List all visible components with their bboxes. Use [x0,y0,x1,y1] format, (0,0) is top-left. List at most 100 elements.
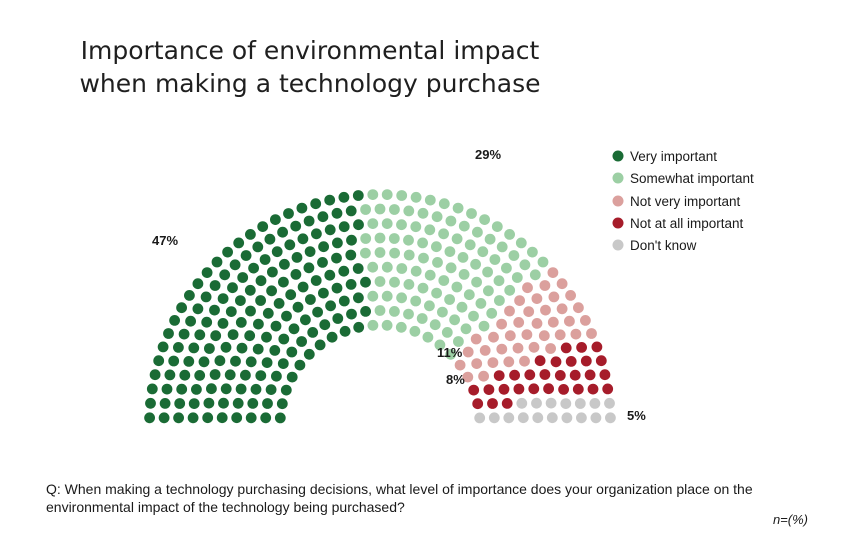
dot-somewhat-important [445,348,457,360]
dot-don-t-know [590,412,602,424]
dot-somewhat-important [438,228,449,240]
dot-very-important [192,278,204,290]
legend-item-very-important: Very important [612,149,717,164]
dot-not-very-important [545,343,556,354]
dot-not-at-all-important [550,356,562,368]
dot-very-important [261,357,273,368]
dot-very-important [318,287,329,299]
dot-very-important [211,256,223,268]
dot-don-t-know [532,412,544,424]
dot-very-important [326,331,338,343]
chart-title-line-1: Importance of environmental impact [80,36,540,65]
dot-very-important [270,214,281,226]
dot-very-important [209,369,221,380]
pct-label-very-important: 47% [152,233,178,248]
dot-not-very-important [471,358,483,369]
dot-very-important [176,383,188,395]
dot-very-important [217,293,229,304]
dot-somewhat-important [483,285,494,297]
dot-very-important [307,327,319,338]
dot-somewhat-important [417,237,428,249]
dot-very-important [153,355,165,367]
dot-very-important [296,202,308,214]
dot-somewhat-important [466,208,477,219]
dot-somewhat-important [403,234,414,246]
dot-not-very-important [512,342,524,354]
dot-somewhat-important [508,250,520,261]
dot-very-important [169,315,181,326]
dot-very-important [191,384,202,395]
legend-swatch-not-very-important [612,195,624,207]
dot-very-important [159,398,171,409]
dot-very-important [304,246,316,257]
dot-not-very-important [522,282,533,294]
dot-very-important [279,258,290,270]
dot-very-important [318,241,329,253]
dot-very-important [230,355,241,367]
legend: Very important Somewhat important Not ve… [612,149,754,253]
dot-don-t-know [545,397,557,409]
dot-very-important [233,237,245,249]
dot-somewhat-important [403,249,415,261]
dot-very-important [338,295,350,307]
dot-not-very-important [556,278,568,290]
dot-not-at-all-important [554,370,566,381]
dot-somewhat-important [396,263,408,274]
dot-somewhat-important [396,292,407,304]
dot-very-important [188,342,200,354]
dot-very-important [262,398,273,409]
dot-very-important [346,234,357,246]
dot-very-important [270,320,282,332]
dot-somewhat-important [381,290,393,302]
dot-somewhat-important [403,279,415,290]
dot-not-very-important [521,329,533,340]
dot-very-important [319,319,331,331]
dot-very-important [324,269,336,281]
dot-not-very-important [479,345,491,356]
legend-swatch-dont-know [612,239,624,251]
dot-somewhat-important [486,307,498,319]
dot-very-important [145,397,156,409]
dot-very-important [244,330,256,342]
dot-don-t-know [474,412,486,424]
dot-somewhat-important [374,247,386,258]
dot-very-important [184,290,195,301]
dot-somewhat-important [489,254,501,265]
dot-not-at-all-important [493,370,505,381]
dot-somewhat-important [381,189,393,201]
dot-somewhat-important [431,211,443,223]
dot-don-t-know [488,412,500,424]
dot-very-important [297,233,309,245]
dot-very-important [277,358,289,369]
dot-somewhat-important [445,215,457,227]
dot-very-important [288,323,300,335]
dot-somewhat-important [468,310,479,322]
dot-somewhat-important [496,241,508,253]
dot-very-important [202,412,214,424]
dot-very-important [352,263,364,274]
legend-label-not-at-all-important: Not at all important [630,216,744,231]
dot-not-at-all-important [602,383,614,395]
dot-somewhat-important [458,220,470,232]
dot-somewhat-important [451,233,463,245]
dot-very-important [283,208,294,219]
dot-somewhat-important [396,219,407,231]
dot-somewhat-important [431,241,442,253]
dot-very-important [219,269,231,281]
dot-not-at-all-important [576,342,587,353]
dot-very-important [338,191,350,203]
dot-not-very-important [538,330,550,342]
legend-item-somewhat-important: Somewhat important [612,171,754,186]
dot-very-important [225,306,237,317]
dot-somewhat-important [424,269,436,281]
dot-not-very-important [554,329,566,341]
dot-very-important [325,300,336,312]
dot-not-at-all-important [584,369,596,381]
dot-very-important [227,282,238,294]
dot-somewhat-important [374,232,386,244]
dot-somewhat-important [493,275,505,287]
dot-not-very-important [513,317,525,328]
dot-somewhat-important [457,252,469,263]
dot-very-important [296,336,307,347]
dot-very-important [253,318,264,330]
